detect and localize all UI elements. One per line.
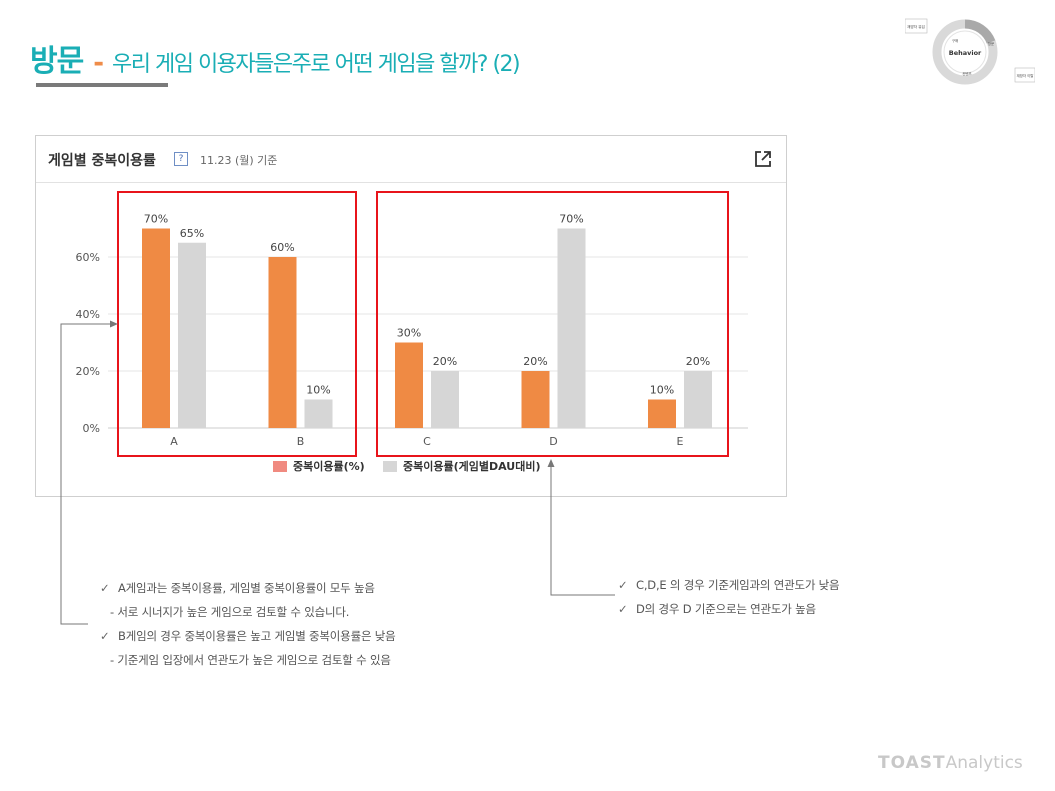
note-left-1: ✓ A게임과는 중복이용률, 게임별 중복이용률이 모두 높음 xyxy=(100,581,375,595)
external-link-icon[interactable] xyxy=(753,149,773,169)
data-label: 20% xyxy=(686,355,710,368)
chart-panel: 게임별 중복이용률 ? 11.23 (월) 기준 0% 20% 40% 60% 70% 6… xyxy=(35,135,787,497)
check-icon: ✓ xyxy=(618,578,628,592)
data-label: 70% xyxy=(559,213,583,226)
connector-left-arrow xyxy=(110,320,118,328)
note-right-1: ✓ C,D,E 의 경우 기준게임과의 연관도가 낮음 xyxy=(618,578,840,592)
legend-label: 중복이용률(%) xyxy=(293,459,365,473)
panel-date: 11.23 (월) 기준 xyxy=(200,154,278,167)
bar-chart: 0% 20% 40% 60% 70% 65% A 60% 10% B 30% 20% C 20% 70% D 1… xyxy=(76,213,748,473)
cycle-label-visit: 방문 xyxy=(988,41,994,46)
bar-e-series-2 xyxy=(684,371,712,428)
y-tick-label: 60% xyxy=(76,251,100,264)
page-title: 방문 - 우리 게임 이용자들은주로 어떤 게임을 할까? (2) xyxy=(30,36,521,80)
highlight-box-cde xyxy=(376,191,729,457)
logo-product: Analytics xyxy=(945,753,1023,773)
title-dash: - xyxy=(93,48,104,78)
cycle-center-label: Behavior xyxy=(949,49,982,57)
title-subtitle: 우리 게임 이용자들은주로 어떤 게임을 할까? (2) xyxy=(112,52,521,77)
check-icon: ✓ xyxy=(100,629,110,643)
bar-d-series-2 xyxy=(557,228,586,428)
data-label: 20% xyxy=(523,355,547,368)
cycle-label-purchase: 구매 xyxy=(952,38,958,43)
bar-c-series-1 xyxy=(395,342,423,428)
data-label: 60% xyxy=(270,241,294,254)
bar-b-series-2 xyxy=(304,399,333,428)
y-tick-label: 40% xyxy=(76,308,100,321)
cycle-label-inflow: 재방자 유입 xyxy=(907,24,925,29)
note-right-2: ✓ D의 경우 D 기준으로는 연관도가 높음 xyxy=(618,602,816,616)
bar-d-series-1 xyxy=(521,371,550,428)
panel-title: 게임별 중복이용률 xyxy=(48,153,156,169)
bar-a-series-2 xyxy=(178,242,206,428)
behavior-cycle-diagram: Behavior 재방자 유입 구매 방문 컨텐츠 재방자 이탈 xyxy=(905,18,1035,85)
bar-c-series-2 xyxy=(431,371,459,428)
x-tick-label: E xyxy=(677,435,684,448)
data-label: 70% xyxy=(144,213,168,226)
bar-e-series-1 xyxy=(648,399,676,428)
check-icon: ✓ xyxy=(618,602,628,616)
y-tick-label: 0% xyxy=(83,422,100,435)
data-label: 10% xyxy=(650,384,674,397)
bar-b-series-1 xyxy=(268,257,297,428)
legend-swatch xyxy=(273,461,287,472)
data-label: 30% xyxy=(397,327,421,340)
y-tick-label: 20% xyxy=(76,365,100,378)
data-label: 10% xyxy=(306,384,330,397)
logo-brand: TOAST xyxy=(878,753,946,773)
legend-label: 중복이용률(게임별DAU대비) xyxy=(403,459,541,473)
title-main: 방문 xyxy=(30,44,84,79)
data-label: 20% xyxy=(433,355,457,368)
note-left-4: - 기준게임 입장에서 연관도가 높은 게임으로 검토할 수 있음 xyxy=(110,653,391,667)
note-left-2: - 서로 시너지가 높은 게임으로 검토할 수 있습니다. xyxy=(110,605,350,619)
x-tick-label: B xyxy=(297,435,305,448)
help-icon[interactable]: ? xyxy=(174,152,188,166)
legend-swatch xyxy=(383,461,397,472)
toast-analytics-logo: TOASTAnalytics xyxy=(878,753,1023,773)
data-label: 65% xyxy=(180,227,204,240)
cycle-label-content: 컨텐츠 xyxy=(962,71,971,76)
connector-left xyxy=(60,323,112,625)
x-tick-label: D xyxy=(549,435,557,448)
cycle-label-churn: 재방자 이탈 xyxy=(1017,73,1034,78)
panel-header: 게임별 중복이용률 ? 11.23 (월) 기준 xyxy=(36,136,786,183)
note-left-3: ✓ B게임의 경우 중복이용률은 높고 게임별 중복이용률은 낮음 xyxy=(100,629,396,643)
connector-right-arrow xyxy=(547,459,555,467)
bar-a-series-1 xyxy=(142,228,170,428)
check-icon: ✓ xyxy=(100,581,110,595)
title-underline xyxy=(36,83,168,87)
connector-right xyxy=(550,466,615,596)
x-tick-label: A xyxy=(170,435,178,448)
x-tick-label: C xyxy=(423,435,431,448)
